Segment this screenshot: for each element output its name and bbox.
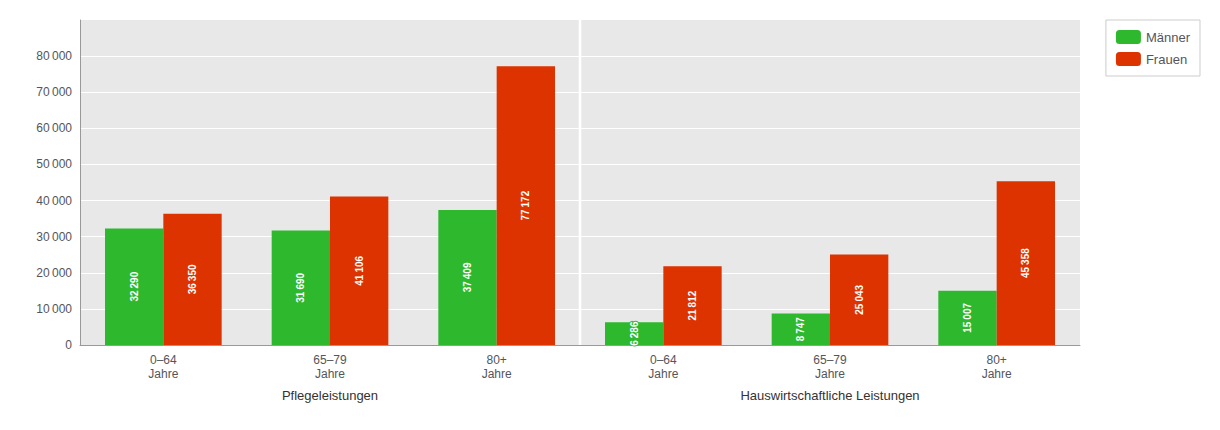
svg-text:31 690: 31 690 bbox=[295, 272, 306, 302]
svg-text:Pflegeleistungen: Pflegeleistungen bbox=[282, 388, 378, 403]
svg-text:21 812: 21 812 bbox=[687, 290, 698, 320]
svg-text:0–64: 0–64 bbox=[650, 353, 677, 367]
svg-text:45 358: 45 358 bbox=[1020, 248, 1031, 278]
svg-text:Jahre: Jahre bbox=[815, 367, 845, 381]
svg-text:80+: 80+ bbox=[986, 353, 1006, 367]
svg-text:41 106: 41 106 bbox=[354, 255, 365, 285]
svg-text:Jahre: Jahre bbox=[648, 367, 678, 381]
svg-text:Hauswirtschaftliche Leistungen: Hauswirtschaftliche Leistungen bbox=[740, 388, 919, 403]
svg-text:Frauen: Frauen bbox=[1146, 52, 1187, 67]
svg-text:37 409: 37 409 bbox=[462, 262, 473, 292]
svg-text:32 290: 32 290 bbox=[129, 271, 140, 301]
svg-text:60 000: 60 000 bbox=[36, 121, 72, 135]
svg-text:65–79: 65–79 bbox=[813, 353, 847, 367]
svg-text:Jahre: Jahre bbox=[982, 367, 1012, 381]
svg-text:50 000: 50 000 bbox=[36, 157, 72, 171]
svg-text:Jahre: Jahre bbox=[315, 367, 345, 381]
svg-text:20 000: 20 000 bbox=[36, 266, 72, 280]
svg-text:Männer: Männer bbox=[1146, 30, 1191, 45]
svg-text:36 350: 36 350 bbox=[187, 264, 198, 294]
svg-text:0–64: 0–64 bbox=[150, 353, 177, 367]
svg-text:15 007: 15 007 bbox=[962, 303, 973, 333]
svg-text:Jahre: Jahre bbox=[482, 367, 512, 381]
svg-text:0: 0 bbox=[65, 338, 72, 352]
svg-text:40 000: 40 000 bbox=[36, 194, 72, 208]
svg-text:30 000: 30 000 bbox=[36, 230, 72, 244]
svg-text:8 747: 8 747 bbox=[795, 317, 806, 342]
svg-text:80 000: 80 000 bbox=[36, 49, 72, 63]
svg-text:80+: 80+ bbox=[486, 353, 506, 367]
svg-text:6 286: 6 286 bbox=[629, 321, 640, 346]
svg-text:Jahre: Jahre bbox=[148, 367, 178, 381]
svg-text:65–79: 65–79 bbox=[313, 353, 347, 367]
svg-text:70 000: 70 000 bbox=[36, 85, 72, 99]
svg-text:25 043: 25 043 bbox=[854, 284, 865, 314]
svg-text:77 172: 77 172 bbox=[520, 190, 531, 220]
svg-text:10 000: 10 000 bbox=[36, 302, 72, 316]
